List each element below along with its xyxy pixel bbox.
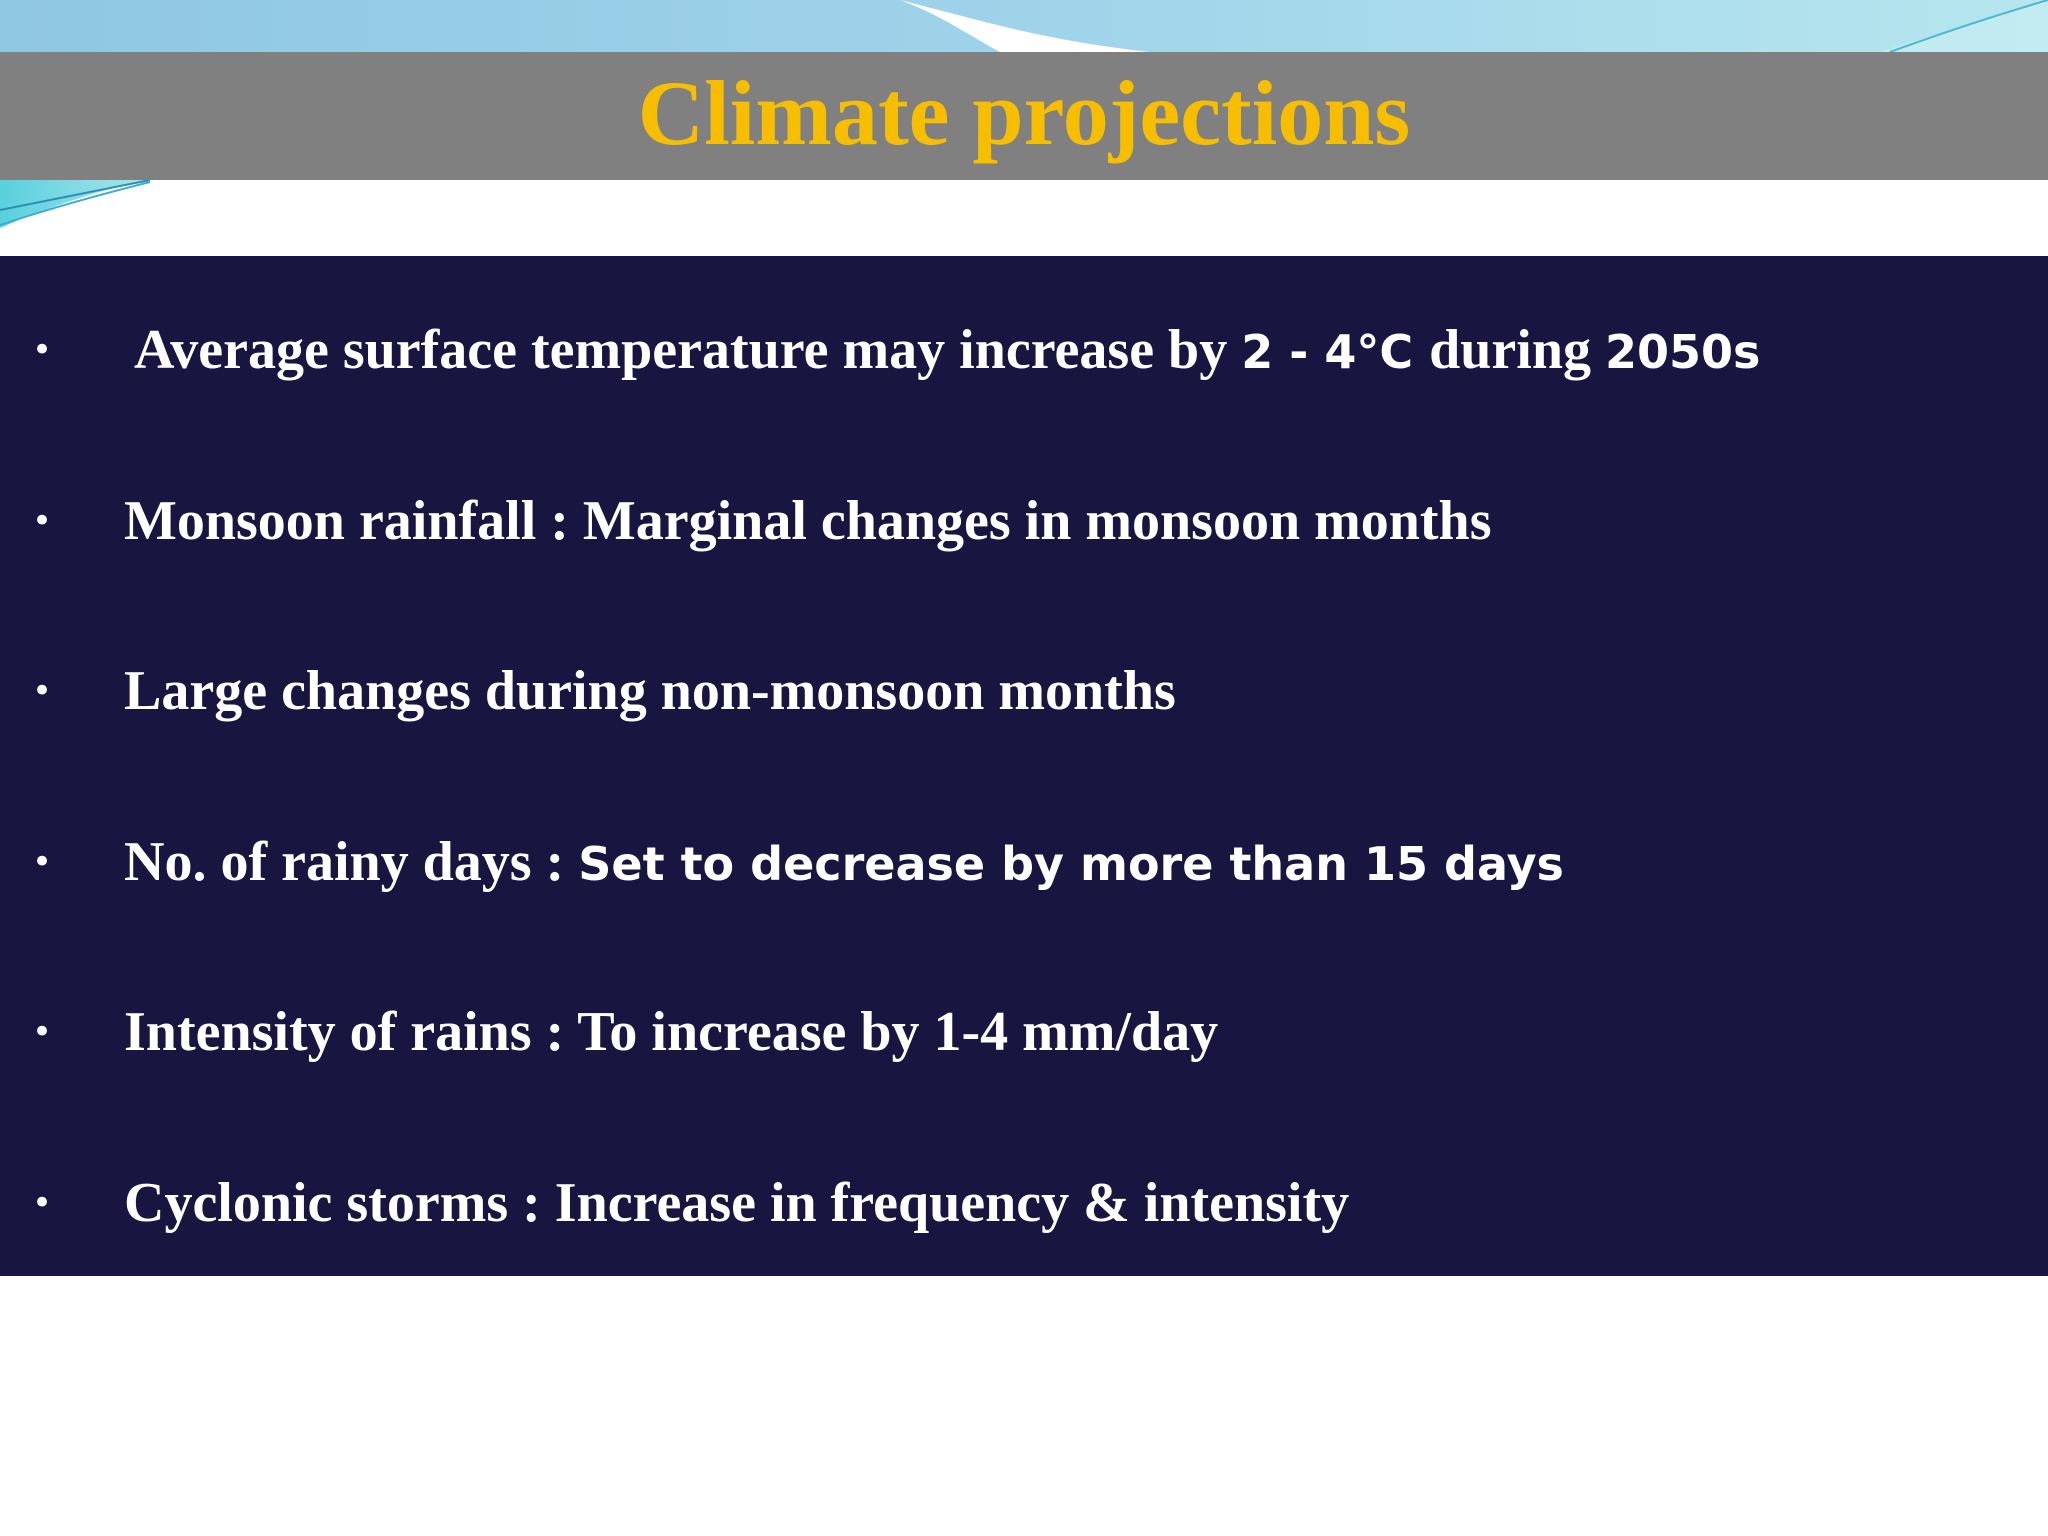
bullet-item-non-monsoon: • Large changes during non-monsoon month… (0, 651, 2048, 731)
bullet-icon: • (32, 330, 53, 370)
bullet-item-cyclonic-storms: • Cyclonic storms : Increase in frequenc… (0, 1163, 2048, 1243)
bullet-text-sans: Set to decrease by more than 15 days (578, 837, 1564, 891)
bullet-item-temperature: • Average surface temperature may increa… (0, 310, 2048, 390)
bullet-text: Cyclonic storms : Increase in frequency … (124, 1172, 1350, 1234)
bullet-item-monsoon-rainfall: • Monsoon rainfall : Marginal changes in… (0, 481, 2048, 561)
bullet-text-serif: No. of rainy days : (124, 831, 579, 893)
bullet-text-serif-after: during (1429, 319, 1605, 381)
bullet-text: No. of rainy days : Set to decrease by m… (124, 830, 1564, 894)
bullet-item-rainy-days: • No. of rainy days : Set to decrease by… (0, 822, 2048, 902)
slide-title: Climate projections (637, 62, 1411, 164)
bullet-icon: • (32, 671, 53, 711)
bullet-icon: • (32, 1012, 53, 1052)
title-bar: Climate projections (0, 52, 2048, 180)
bullet-text: Large changes during non-monsoon months (124, 660, 1176, 722)
bullet-icon: • (32, 1183, 53, 1223)
content-panel (0, 256, 2048, 1276)
bullet-icon: • (32, 842, 53, 882)
bullet-text-serif: Average surface temperature may increase… (134, 319, 1242, 381)
bullet-text: Monsoon rainfall : Marginal changes in m… (124, 490, 1492, 552)
bullet-icon: • (32, 501, 53, 541)
bullet-text-sans: 2 - 4°C (1241, 325, 1430, 379)
bullet-text: Average surface temperature may increase… (134, 318, 1760, 382)
bullet-text-sans-after: 2050s (1604, 325, 1761, 379)
bullet-text: Intensity of rains : To increase by 1-4 … (124, 1001, 1219, 1063)
decorative-wave-graphic (0, 0, 2048, 228)
bullet-item-rain-intensity: • Intensity of rains : To increase by 1-… (0, 992, 2048, 1072)
